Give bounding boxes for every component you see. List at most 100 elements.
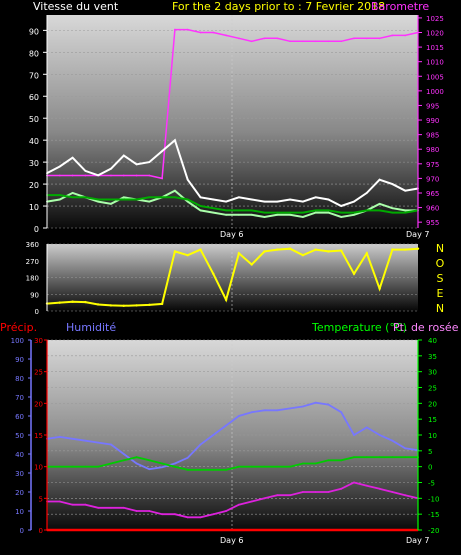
series-point-gust (97, 174, 100, 177)
series-point-avg (301, 211, 304, 214)
series-point-avg (314, 209, 317, 212)
series-point-gust (186, 178, 189, 181)
wind-direction-series (45, 247, 420, 307)
series-point-Temperature (276, 465, 279, 468)
series-point-wind (404, 209, 407, 212)
left-tick-label: 90 (29, 27, 39, 36)
series-point-Précip. (58, 529, 61, 531)
precip-tick-label: 30 (34, 337, 43, 345)
series-point-Barometre (237, 37, 240, 40)
series-point-avg (84, 196, 87, 199)
series-point-Humidité (135, 462, 138, 465)
humidity-tick-label: 70 (15, 394, 24, 402)
precipitation-axis-label: Précip. (0, 321, 37, 334)
precip-tick-label: 15 (34, 432, 43, 440)
series-line-Humidité (46, 401, 419, 471)
series-point-Précip. (161, 529, 164, 531)
series-point-Temperature (110, 462, 112, 465)
series-point-Temperature (365, 456, 368, 459)
series-point-wind (225, 213, 228, 216)
direction-point (122, 304, 125, 307)
series-point-Humidité (122, 453, 125, 455)
wind-pressure-plot-area (47, 15, 418, 228)
series-point-Temperature (161, 462, 164, 465)
temp-tick-label: 30 (428, 369, 437, 377)
series-point-Temperature (135, 456, 138, 459)
series-point-avg (174, 196, 176, 199)
series-point-Temperature (71, 465, 74, 468)
series-point-Humidité (263, 409, 266, 412)
series-point-gust (225, 200, 228, 203)
series-point-Humidité (148, 468, 151, 471)
direction-point (352, 272, 356, 275)
series-point-gust (174, 139, 176, 142)
series-point-wind (263, 216, 266, 218)
right-tick-label: 965 (426, 190, 439, 198)
series-point-Barometre (365, 37, 368, 40)
series-point-Précip. (199, 529, 202, 531)
precip-tick-label: 25 (34, 369, 43, 377)
humidity-tick-label: 100 (11, 337, 24, 345)
compass-label: N (436, 242, 444, 255)
series-point-Temperature (353, 456, 355, 459)
series-point-Humidité (174, 462, 176, 465)
series-line-Temperature (47, 456, 418, 471)
series-point-Barometre (110, 174, 112, 177)
series-point-wind (148, 200, 151, 203)
series-point-Pt. de rosée (289, 494, 291, 497)
series-point-Barometre (148, 174, 151, 177)
series-point-Précip. (97, 529, 100, 531)
series-point-Pt. de rosée (301, 491, 304, 493)
series-point-Humidité (225, 424, 228, 427)
series-point-Barometre (58, 174, 61, 177)
series-point-Humidité (237, 415, 240, 417)
series-point-Humidité (327, 403, 330, 406)
x-tick-label: Day 6 (220, 536, 243, 545)
x-tick-label: Day 7 (406, 230, 429, 239)
wind-pressure-chart: 0102030405060708090955960965970975980985… (29, 0, 444, 239)
series-point-wind (301, 216, 304, 218)
series-point-gust (263, 200, 266, 203)
series-point-Humidité (276, 409, 279, 412)
series-point-wind (110, 202, 112, 205)
series-point-Pt. de rosée (110, 506, 112, 509)
tick-label: 180 (26, 275, 39, 283)
series-point-gust (199, 196, 202, 199)
series-point-avg (404, 211, 407, 214)
temp-tick-label: 15 (428, 416, 437, 424)
humidity-tick-label: 20 (15, 489, 24, 497)
series-point-avg (237, 209, 240, 212)
humidity-tick-label: 50 (15, 432, 24, 440)
right-tick-label: 1015 (426, 44, 444, 52)
temp-tick-label: 20 (428, 400, 437, 408)
series-point-Pt. de rosée (314, 491, 317, 493)
right-tick-label: 995 (426, 102, 439, 110)
series-point-Barometre (301, 40, 304, 43)
series-point-gust (122, 154, 125, 157)
series-point-Précip. (148, 529, 151, 531)
series-point-gust (289, 198, 291, 201)
series-point-Pt. de rosée (391, 491, 394, 493)
humidity-tick-label: 40 (15, 451, 24, 459)
series-point-Temperature (263, 465, 266, 468)
left-tick-label: 40 (29, 137, 39, 146)
series-point-Précip. (404, 529, 407, 531)
humidity-tick-label: 60 (15, 413, 24, 421)
humidity-temperature-ticks: -20-15-10-505101520253035400102030405060… (11, 337, 440, 545)
series-point-Pt. de rosée (148, 510, 151, 512)
series-point-avg (186, 198, 189, 201)
direction-point (391, 248, 394, 251)
compass-label: N (436, 302, 444, 315)
wind-pressure-grid (47, 15, 418, 229)
tick-label: 90 (30, 291, 39, 299)
series-point-Humidité (97, 441, 100, 444)
series-point-Humidité (199, 443, 202, 446)
series-point-wind (289, 213, 291, 216)
tick-label: 270 (26, 258, 39, 266)
series-point-Barometre (174, 28, 176, 31)
series-point-avg (340, 211, 343, 214)
left-tick-label: 80 (29, 49, 39, 58)
series-point-Temperature (237, 465, 240, 468)
series-point-avg (122, 198, 125, 201)
series-point-Pt. de rosée (353, 481, 355, 484)
